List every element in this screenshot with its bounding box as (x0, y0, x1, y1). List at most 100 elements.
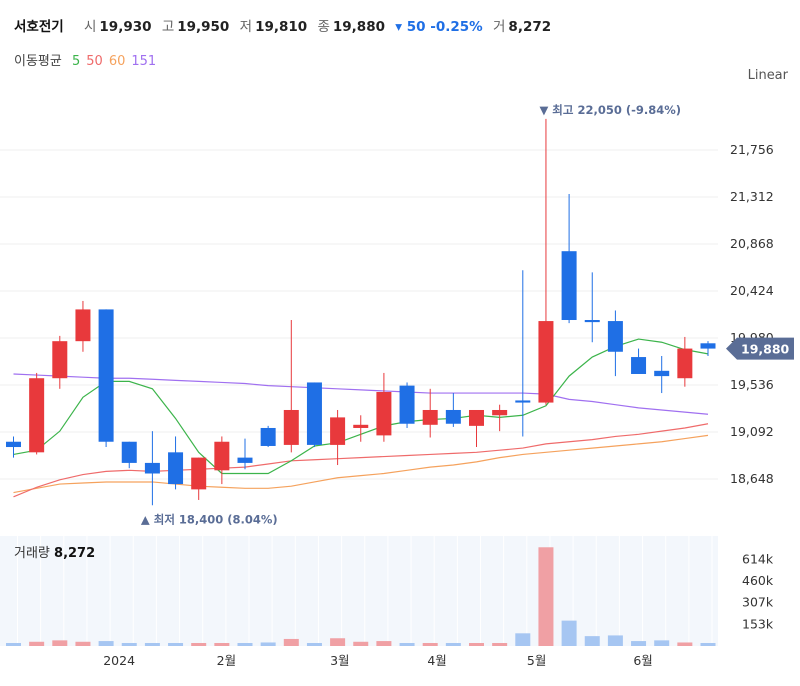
volume-tick-label: 614k (742, 551, 774, 566)
last-price-label: 19,880 (741, 342, 790, 357)
candle-body (283, 409, 299, 445)
price-tick-label: 19,092 (730, 424, 774, 439)
volume-bar (52, 640, 68, 646)
volume-bar (607, 635, 623, 646)
candle-body (677, 348, 693, 379)
change-value: ▾ 50 -0.25% (395, 19, 483, 35)
stock-name: 서호전기 (14, 19, 64, 35)
open-label: 시 (83, 19, 97, 35)
price-tick-label: 21,756 (730, 142, 774, 157)
candle-body (144, 462, 160, 474)
last-price-tag (726, 337, 794, 360)
volume-panel-label: 거래량 (14, 546, 50, 561)
x-axis-label: 4월 (427, 653, 446, 668)
price-tick-label: 21,312 (730, 189, 774, 204)
high-value: 19,950 (177, 19, 230, 35)
ma-legend-item-60[interactable]: 60 (108, 54, 126, 69)
candle-body (399, 385, 415, 424)
ma50-line (13, 423, 709, 498)
low-label: 저 (239, 19, 253, 35)
candle-body (330, 417, 346, 445)
candle-body (260, 427, 276, 446)
candle-body (469, 409, 484, 426)
candle-body (214, 441, 230, 471)
volume-bar (260, 642, 276, 646)
candle-body (75, 309, 91, 342)
scale-toggle[interactable]: Linear (747, 68, 788, 83)
moving-average-legend[interactable]: 이동평균 5 50 60 151 (14, 50, 168, 69)
candle-body (191, 457, 207, 490)
volume-panel-value: 8,272 (54, 546, 96, 561)
ma-legend-label: 이동평균 (14, 54, 62, 69)
volume-bar (353, 641, 369, 646)
volume-tick-label: 460k (742, 573, 774, 588)
candle-body (237, 457, 253, 463)
candle-body (515, 400, 531, 403)
volume-label: 거 (493, 19, 506, 35)
candle-body (422, 409, 438, 425)
price-tick-label: 18,648 (730, 471, 774, 486)
volume-bar (399, 643, 415, 646)
price-tick-label: 20,424 (730, 283, 774, 298)
volume-bar (376, 641, 392, 646)
x-axis-label: 3월 (330, 653, 349, 668)
candle-body (29, 378, 45, 453)
candle-body (584, 320, 600, 323)
volume-panel-background (0, 536, 718, 646)
price-tick-label: 20,868 (730, 236, 774, 251)
volume-tick-label: 153k (742, 616, 774, 631)
volume-bar (422, 643, 438, 646)
volume-bar (538, 547, 554, 646)
candle-body (631, 357, 647, 374)
volume-bar (98, 641, 114, 646)
candle-body (654, 370, 670, 377)
candle-body (700, 343, 716, 349)
volume-bar (445, 643, 461, 646)
volume-bar (631, 641, 647, 646)
volume-bar (283, 638, 299, 646)
close-value: 19,880 (332, 19, 385, 35)
volume-bar (144, 643, 160, 646)
volume-bar (29, 641, 45, 646)
ma-legend-item-50[interactable]: 50 (86, 54, 103, 69)
volume-bar (584, 636, 600, 646)
volume-bar (191, 643, 207, 646)
volume-bar (306, 643, 322, 646)
volume-bar (515, 633, 531, 646)
volume-bar (6, 643, 21, 646)
low-annotation: ▲ 최저 18,400 (8.04%) (141, 512, 278, 526)
stock-header: 서호전기 시 19,930 고 19,950 저 19,810 종 19,880 ▾ 5… (14, 15, 551, 35)
volume-bar (237, 643, 253, 646)
high-label: 고 (161, 19, 175, 35)
candle-body (445, 409, 461, 424)
ma60-line (13, 434, 709, 494)
ma-legend-item-5[interactable]: 5 (71, 54, 81, 69)
candle-body (306, 382, 322, 445)
volume-bar (469, 643, 484, 646)
open-value: 19,930 (99, 19, 152, 35)
candle-body (98, 309, 114, 442)
candle-body (492, 409, 508, 416)
candle-body (52, 341, 68, 379)
volume-bar (121, 643, 137, 646)
candle-body (121, 441, 137, 463)
price-tick-label: 19,536 (730, 377, 774, 392)
x-axis-label: 5월 (527, 653, 546, 668)
volume-bar (492, 643, 508, 646)
volume-tick-label: 307k (742, 595, 774, 610)
candle-body (168, 452, 184, 485)
candle-body (607, 321, 623, 352)
volume-bar (330, 638, 346, 646)
ma151-line (13, 373, 709, 415)
x-axis-label: 2월 (217, 653, 236, 668)
volume-bar (677, 642, 693, 646)
volume-value: 8,272 (508, 19, 552, 35)
volume-bar (75, 641, 91, 646)
candle-body (353, 424, 369, 428)
candle-body (376, 391, 392, 436)
ma5-line (13, 338, 709, 475)
ma-legend-item-151[interactable]: 151 (131, 54, 157, 69)
volume-bar (654, 640, 670, 646)
volume-panel-title: 거래량 8,272 (14, 542, 95, 561)
